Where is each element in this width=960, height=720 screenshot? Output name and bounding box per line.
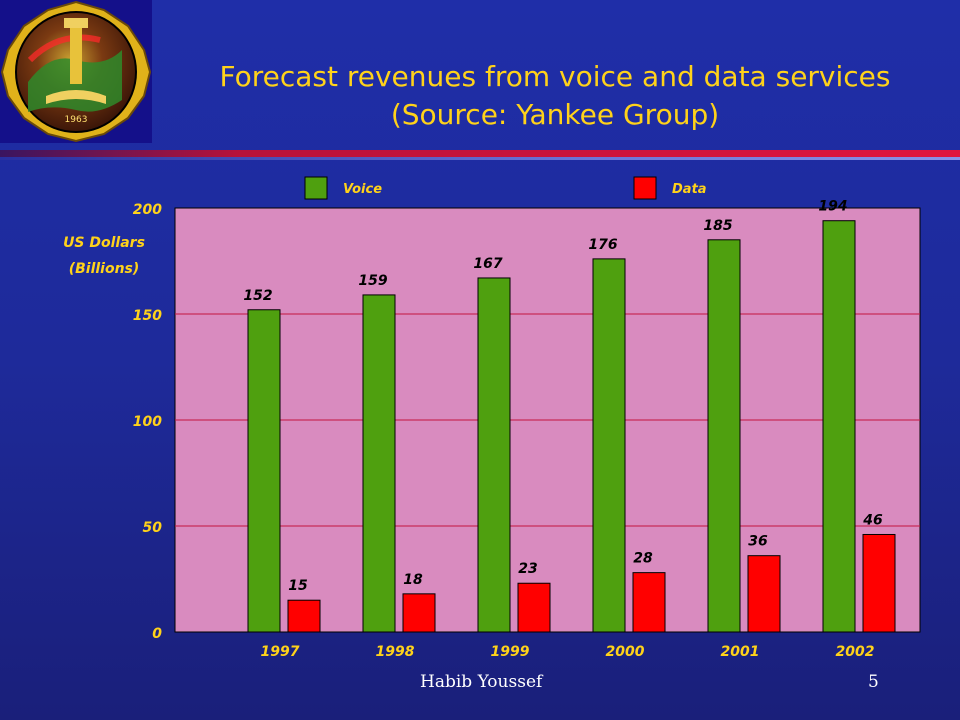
legend-swatch-data bbox=[633, 176, 657, 200]
value-label: 46 bbox=[862, 512, 883, 528]
y-axis-ticks: 0 50 100 150 200 bbox=[133, 202, 162, 642]
slide-title: Forecast revenues from voice and data se… bbox=[160, 58, 950, 134]
bar-voice-1998 bbox=[362, 294, 396, 633]
x-tick-label: 1997 bbox=[261, 644, 300, 660]
bar-data-1998 bbox=[402, 593, 436, 633]
legend-label-voice: Voice bbox=[343, 182, 382, 197]
value-label: 18 bbox=[403, 572, 423, 588]
y-axis-label-line-1: US Dollars bbox=[63, 235, 145, 251]
value-label: 28 bbox=[633, 551, 653, 567]
y-tick-label: 150 bbox=[133, 308, 162, 324]
y-tick-label: 200 bbox=[133, 202, 162, 218]
university-logo: 1963 bbox=[0, 0, 152, 143]
gridlines bbox=[175, 313, 920, 527]
legend: Voice Data bbox=[304, 176, 707, 200]
value-label: 185 bbox=[703, 218, 732, 234]
value-label: 36 bbox=[748, 534, 768, 550]
bar-data-1999 bbox=[517, 582, 551, 633]
value-label: 176 bbox=[588, 237, 617, 253]
bar-data-2001 bbox=[747, 555, 781, 633]
bar-voice-1999 bbox=[477, 277, 511, 633]
legend-label-data: Data bbox=[672, 182, 707, 197]
bar-voice-2001 bbox=[707, 239, 741, 633]
value-label: 167 bbox=[473, 256, 502, 272]
value-label: 152 bbox=[243, 288, 272, 304]
x-tick-label: 2002 bbox=[836, 644, 875, 660]
divider-stripe-red bbox=[0, 150, 960, 157]
value-label: 23 bbox=[518, 561, 537, 577]
bar-voice-1997 bbox=[247, 309, 281, 633]
y-tick-label: 0 bbox=[152, 626, 162, 642]
bar-data-2000 bbox=[632, 572, 666, 633]
bar-voice-2000 bbox=[592, 258, 626, 633]
x-tick-label: 2000 bbox=[606, 644, 645, 660]
bar-voice-2002 bbox=[822, 220, 856, 633]
value-label: 159 bbox=[358, 273, 387, 289]
legend-swatch-voice bbox=[304, 176, 328, 200]
page-number: 5 bbox=[868, 672, 879, 692]
bar-data-2002 bbox=[862, 533, 896, 633]
logo-emblem: 1963 bbox=[0, 0, 152, 143]
y-tick-label: 50 bbox=[143, 520, 163, 536]
author-name: Habib Youssef bbox=[420, 672, 543, 692]
y-axis-label-line-2: (Billions) bbox=[69, 261, 140, 277]
value-label: 15 bbox=[288, 578, 308, 594]
divider-stripe-blue bbox=[0, 157, 960, 160]
title-line-2: (Source: Yankee Group) bbox=[390, 98, 720, 131]
x-tick-label: 1998 bbox=[376, 644, 415, 660]
y-tick-label: 100 bbox=[133, 414, 162, 430]
value-label: 194 bbox=[818, 199, 847, 215]
bars: 152 15 159 18 167 23 176 28 185 36 194 46 bbox=[243, 199, 896, 633]
title-line-1: Forecast revenues from voice and data se… bbox=[219, 60, 891, 93]
x-tick-label: 2001 bbox=[721, 644, 760, 660]
x-tick-label: 1999 bbox=[491, 644, 530, 660]
x-axis-ticks: 1997 1998 1999 2000 2001 2002 bbox=[261, 644, 875, 660]
bar-data-1997 bbox=[287, 599, 321, 633]
logo-year: 1963 bbox=[65, 115, 88, 125]
